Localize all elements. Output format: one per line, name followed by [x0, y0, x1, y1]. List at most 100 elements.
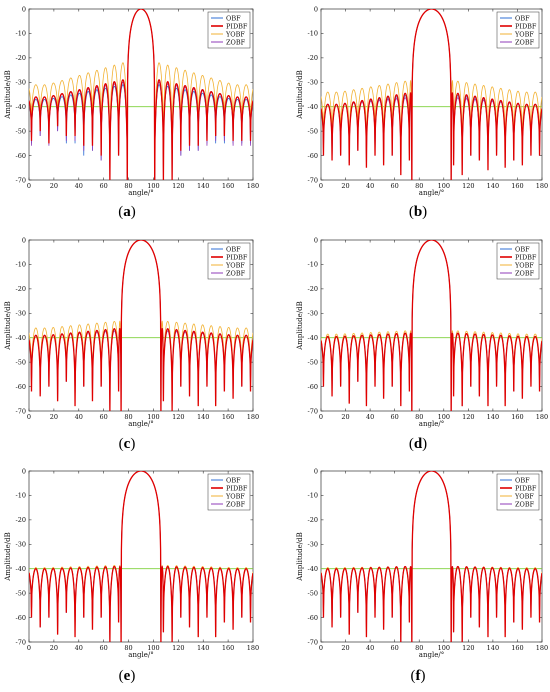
y-tick-label: -70	[308, 407, 318, 415]
x-tick-label: 120	[172, 644, 184, 652]
series-line-pidbf	[29, 9, 253, 180]
legend-label: OBF	[515, 245, 530, 253]
x-tick-label: 60	[391, 182, 399, 190]
x-tick-label: 140	[197, 182, 209, 190]
y-tick-label: -50	[16, 127, 26, 135]
series-line-pidbf	[321, 471, 542, 642]
x-tick-label: 80	[124, 413, 132, 421]
y-tick-label: -30	[16, 310, 26, 318]
y-tick-label: -70	[16, 176, 26, 184]
x-tick-label: 180	[247, 413, 259, 421]
legend-label: YOBF	[514, 261, 534, 269]
y-tick-label: -60	[308, 152, 318, 160]
y-tick-label: -70	[16, 638, 26, 646]
x-axis-label: angle/°	[419, 651, 444, 659]
x-tick-label: 100	[438, 644, 450, 652]
chart-panel-a: 0 20 40 60 80 100 120 140 160 180 0 -10 -20 -30 -40 -50…	[4, 5, 259, 220]
legend-label: ZOBF	[515, 38, 535, 46]
legend-label: OBF	[226, 245, 241, 253]
series-line-pidbf	[29, 240, 253, 411]
x-tick-label: 80	[124, 644, 132, 652]
legend-label: PIDBF	[226, 22, 248, 30]
y-tick-label: -30	[308, 541, 318, 549]
y-tick-label: 0	[22, 467, 26, 475]
x-tick-label: 100	[438, 413, 450, 421]
x-axis-label: angle/°	[128, 189, 153, 197]
y-tick-label: -70	[308, 638, 318, 646]
y-tick-label: -50	[308, 589, 318, 597]
y-tick-label: -20	[16, 285, 26, 293]
y-tick-label: -50	[16, 358, 26, 366]
panel-label: (d)	[409, 436, 427, 452]
chart-panel-d: 0 20 40 60 80 100 120 140 160 180 0 -10 -20 -30 -40 -50…	[296, 236, 548, 452]
legend-label: ZOBF	[515, 269, 535, 277]
y-axis-label: Amplitude/dB	[4, 70, 12, 120]
x-tick-label: 100	[147, 182, 159, 190]
x-tick-label: 20	[341, 644, 349, 652]
legend-label: PIDBF	[515, 253, 537, 261]
x-tick-label: 60	[100, 182, 108, 190]
legend-label: YOBF	[225, 30, 245, 38]
x-tick-label: 20	[50, 644, 58, 652]
y-axis-label: Amplitude/dB	[4, 301, 12, 351]
series-line-pidbf	[321, 9, 542, 180]
y-tick-label: -60	[308, 383, 318, 391]
y-tick-label: -60	[308, 614, 318, 622]
x-tick-label: 120	[172, 413, 184, 421]
y-tick-label: -30	[308, 79, 318, 87]
x-tick-label: 60	[391, 413, 399, 421]
x-tick-label: 120	[462, 644, 474, 652]
y-tick-label: 0	[314, 467, 318, 475]
chart-panel-f: 0 20 40 60 80 100 120 140 160 180 0 -10 -20 -30 -40 -50…	[296, 467, 548, 684]
legend-label: YOBF	[514, 492, 534, 500]
y-tick-label: -50	[16, 589, 26, 597]
y-tick-label: -20	[308, 54, 318, 62]
x-tick-label: 80	[415, 413, 423, 421]
chart-panel-c: 0 20 40 60 80 100 120 140 160 180 0 -10 -20 -30 -40 -50…	[4, 236, 259, 452]
y-tick-label: -10	[308, 30, 318, 38]
x-tick-label: 20	[341, 182, 349, 190]
legend-label: YOBF	[225, 492, 245, 500]
series-line-pidbf	[321, 240, 542, 411]
series-line-zobf	[29, 9, 253, 180]
x-tick-label: 120	[462, 182, 474, 190]
y-tick-label: -30	[16, 79, 26, 87]
x-tick-label: 100	[147, 644, 159, 652]
legend-label: PIDBF	[515, 22, 537, 30]
legend-label: YOBF	[514, 30, 534, 38]
y-tick-label: -40	[16, 103, 26, 111]
y-tick-label: -40	[16, 334, 26, 342]
x-tick-label: 140	[197, 413, 209, 421]
x-tick-label: 120	[172, 182, 184, 190]
y-tick-label: -20	[16, 54, 26, 62]
x-tick-label: 140	[197, 644, 209, 652]
x-axis-label: angle/°	[419, 189, 444, 197]
legend-label: OBF	[515, 476, 530, 484]
y-tick-label: -20	[308, 285, 318, 293]
legend-label: PIDBF	[226, 484, 248, 492]
y-tick-label: -10	[16, 30, 26, 38]
x-tick-label: 0	[27, 413, 31, 421]
x-tick-label: 180	[536, 413, 548, 421]
x-tick-label: 60	[100, 413, 108, 421]
y-tick-label: -50	[308, 358, 318, 366]
y-tick-label: -30	[16, 541, 26, 549]
y-tick-label: -10	[308, 261, 318, 269]
y-tick-label: -30	[308, 310, 318, 318]
y-tick-label: -20	[308, 516, 318, 524]
x-tick-label: 80	[124, 182, 132, 190]
x-tick-label: 100	[147, 413, 159, 421]
series-line-obf	[29, 9, 253, 180]
y-axis-label: Amplitude/dB	[296, 532, 304, 582]
y-tick-label: -20	[16, 516, 26, 524]
x-axis-label: angle/°	[128, 420, 153, 428]
x-tick-label: 140	[487, 644, 499, 652]
x-tick-label: 60	[100, 644, 108, 652]
x-tick-label: 180	[247, 644, 259, 652]
x-tick-label: 40	[75, 644, 83, 652]
y-tick-label: -40	[16, 565, 26, 573]
x-tick-label: 0	[319, 413, 323, 421]
y-tick-label: 0	[22, 5, 26, 13]
x-tick-label: 160	[222, 182, 234, 190]
x-tick-label: 20	[341, 413, 349, 421]
